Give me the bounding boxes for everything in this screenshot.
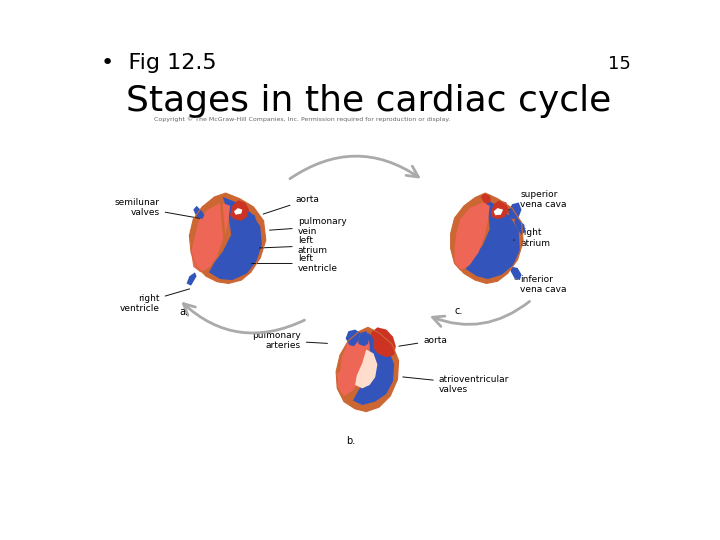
Text: atrioventricular
valves: atrioventricular valves <box>402 375 509 394</box>
Polygon shape <box>451 193 523 284</box>
Text: left
ventricle: left ventricle <box>252 254 338 273</box>
Polygon shape <box>481 193 491 204</box>
Text: pulmonary
vein: pulmonary vein <box>269 217 346 236</box>
Polygon shape <box>466 199 520 279</box>
Polygon shape <box>371 327 396 357</box>
Polygon shape <box>247 214 256 225</box>
Polygon shape <box>509 202 521 219</box>
Text: right
atrium: right atrium <box>513 228 550 248</box>
Polygon shape <box>186 272 197 286</box>
Text: •  Fig 12.5: • Fig 12.5 <box>101 53 217 73</box>
Polygon shape <box>209 197 262 280</box>
Text: Copyright © The McGraw-Hill Companies, Inc. Permission required for reproduction: Copyright © The McGraw-Hill Companies, I… <box>154 117 450 123</box>
Polygon shape <box>234 208 243 215</box>
Text: semilunar
valves: semilunar valves <box>114 198 199 218</box>
Polygon shape <box>193 206 204 219</box>
Text: aorta: aorta <box>399 336 447 346</box>
Text: 15: 15 <box>608 55 631 73</box>
Text: a.: a. <box>179 307 188 318</box>
Text: b.: b. <box>346 436 355 446</box>
Polygon shape <box>494 208 503 215</box>
Polygon shape <box>346 329 361 346</box>
Text: pulmonary
arteries: pulmonary arteries <box>252 331 328 350</box>
Polygon shape <box>189 193 266 284</box>
Text: left
atrium: left atrium <box>259 236 328 255</box>
Text: c.: c. <box>454 306 463 316</box>
Text: Stages in the cardiac cycle: Stages in the cardiac cycle <box>127 84 611 118</box>
Polygon shape <box>359 331 369 346</box>
Text: superior
vena cava: superior vena cava <box>508 190 567 210</box>
Text: right
ventricle: right ventricle <box>120 289 189 313</box>
Polygon shape <box>510 267 521 280</box>
Polygon shape <box>514 215 526 235</box>
Polygon shape <box>353 333 394 405</box>
Polygon shape <box>355 349 377 388</box>
Polygon shape <box>491 200 509 219</box>
Polygon shape <box>336 327 399 411</box>
Polygon shape <box>337 333 369 396</box>
Polygon shape <box>191 202 230 272</box>
Polygon shape <box>230 200 249 221</box>
Text: aorta: aorta <box>263 195 319 214</box>
Polygon shape <box>454 202 490 271</box>
Text: inferior
vena cava: inferior vena cava <box>515 274 567 294</box>
